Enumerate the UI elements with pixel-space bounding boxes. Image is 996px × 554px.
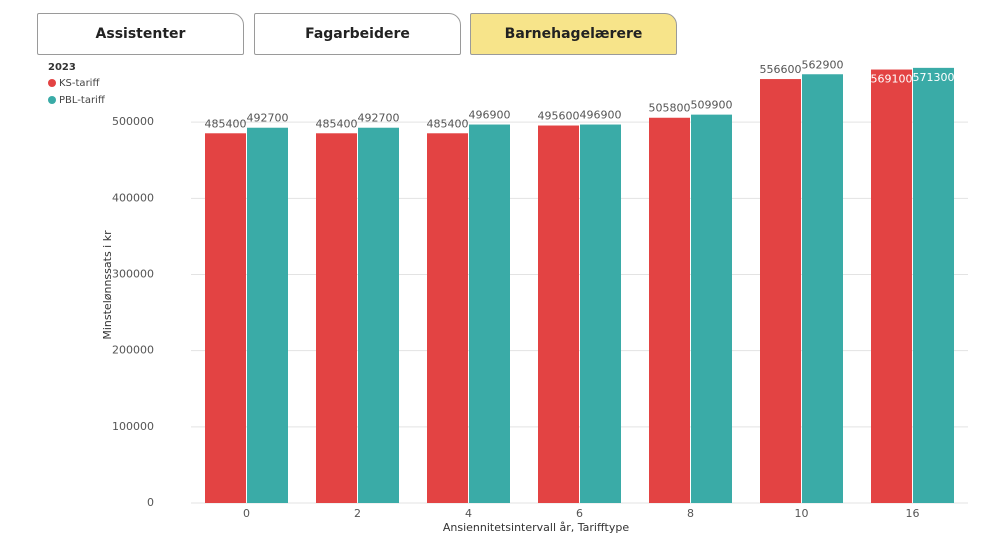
bar [913,67,954,503]
tab[interactable]: Fagarbeidere [254,13,461,55]
legend-label: PBL-tariff [59,95,106,106]
x-tick-label: 8 [687,507,694,520]
bar [649,117,690,504]
bar [760,79,801,503]
y-tick-label: 100000 [112,420,154,433]
data-label: 492700 [247,112,289,125]
bar [247,127,288,503]
bar [538,125,579,503]
bar [427,133,468,504]
data-label: 492700 [358,112,400,125]
data-label: 556600 [760,63,802,76]
bar [871,69,912,504]
bar [358,127,399,503]
data-label: 505800 [649,102,691,115]
bar [316,133,357,504]
y-tick-label: 0 [147,496,154,509]
bar [205,133,246,504]
bar [802,74,843,503]
bar [469,124,510,503]
x-tick-label: 2 [354,507,361,520]
y-tick-label: 300000 [112,268,154,281]
data-label: 509900 [691,99,733,112]
legend-label: KS-tariff [59,78,100,89]
legend-marker [48,79,56,87]
data-label: 496900 [580,109,622,122]
y-tick-label: 400000 [112,191,154,204]
legend-title: 2023 [48,62,76,73]
bar [580,124,621,503]
data-label: 485400 [205,117,247,130]
data-label: 485400 [427,117,469,130]
data-label: 495600 [538,110,580,123]
data-label: 496900 [469,109,511,122]
y-tick-label: 200000 [112,344,154,357]
x-tick-label: 16 [906,507,920,520]
y-tick-label: 500000 [112,115,154,128]
tab[interactable]: Assistenter [37,13,244,55]
tab-selected[interactable]: Barnehagelærere [470,13,677,55]
x-tick-label: 6 [576,507,583,520]
x-tick-label: 4 [465,507,472,520]
data-label: 571300 [913,71,955,84]
x-tick-label: 10 [795,507,809,520]
bar [691,114,732,504]
data-label: 569100 [871,73,913,86]
data-label: 562900 [802,58,844,71]
x-tick-label: 0 [243,507,250,520]
legend-marker [48,96,56,104]
x-axis-title: Ansiennitetsintervall år, Tarifftype [443,521,630,534]
y-axis-title: Minstelønnssats i kr [101,230,114,340]
data-label: 485400 [316,117,358,130]
